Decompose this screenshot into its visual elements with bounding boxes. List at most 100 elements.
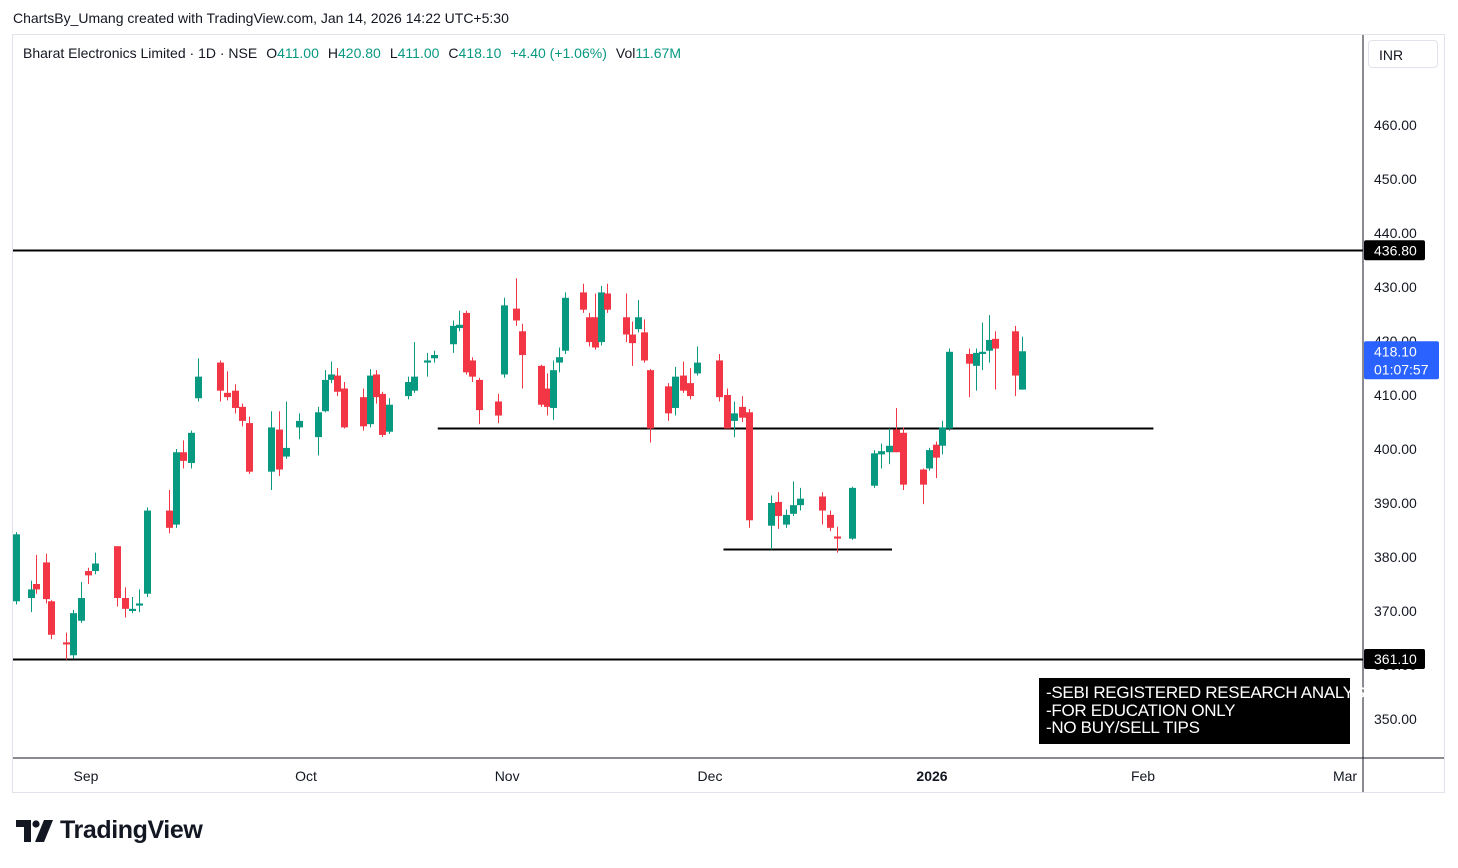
candle [92,552,99,575]
close-value: 418.10 [458,45,502,61]
candle [78,581,85,623]
candle-body [665,386,672,414]
candle [1012,325,1019,397]
x-tick-label: Feb [1131,768,1155,784]
candle-body [966,353,973,364]
candle [431,350,438,363]
currency-button[interactable]: INR [1368,40,1438,68]
candle [173,449,180,528]
high-value: 420.80 [338,45,381,61]
candle-body [501,305,508,375]
candle-body [586,317,593,343]
candle [580,283,587,313]
candle-body [556,357,563,363]
candle-body [431,355,438,359]
candle [724,388,731,429]
candle [129,596,136,614]
open-value: 411.00 [277,45,319,61]
candle [217,360,224,402]
candle-body [986,339,993,351]
candle-body [783,514,790,525]
candle-body [834,536,841,539]
candle-body [926,450,933,469]
candle-body [979,351,986,354]
candle [629,321,636,366]
candle-body [797,498,804,506]
candle [592,293,599,350]
candle [328,361,335,384]
candle [544,373,551,416]
tradingview-logo[interactable]: TradingView [16,816,203,845]
candle [122,587,129,618]
candle [296,413,303,440]
candle [85,567,92,584]
candle-body [680,375,687,391]
candle-body [933,444,940,458]
candle-body [647,370,654,429]
candle [878,443,885,469]
y-tick-label: 450.00 [1374,171,1417,187]
level-price-tag: 361.10 [1364,649,1425,670]
candle [641,319,648,363]
candle-body [580,292,587,310]
candle-body [687,383,694,397]
candle [647,369,654,443]
candle-body [871,453,878,486]
candle [687,368,694,400]
candle-body [790,505,797,514]
candle [334,368,341,397]
volume-label: Vol [615,45,636,61]
candle-body [85,571,92,576]
price-tag-value: 418.10 [1374,343,1417,359]
chart-attribution: ChartsBy_Umang created with TradingView.… [13,10,509,26]
candle [739,396,746,422]
disclaimer-box: -SEBI REGISTERED RESEARCH ANALYST -FOR E… [1039,678,1375,744]
candle [586,312,593,347]
candle [386,398,393,434]
high-label: H [327,45,338,61]
candle [768,495,775,550]
candle-body [43,562,50,600]
candle [373,370,380,404]
candle [694,346,701,376]
y-tick-label: 370.00 [1374,603,1417,619]
candle [246,416,253,474]
candle [871,450,878,488]
candle-body [379,393,386,435]
candle [819,492,826,525]
candle [188,430,195,469]
candle-body [63,642,70,645]
price-tag-bg [1364,341,1439,380]
candle-body [78,598,85,621]
candle-body [166,510,173,528]
x-tick-label: Dec [698,768,723,784]
candle-body [849,487,856,539]
candle [731,401,738,438]
disclaimer-line: -NO BUY/SELL TIPS [1046,718,1200,737]
candle-body [604,293,611,310]
level-tag-bg [1364,240,1425,261]
low-value: 411.00 [397,45,440,61]
candle-body [232,390,239,408]
candle-body [411,376,418,391]
candle-body [195,376,202,399]
candle-body [373,374,380,398]
y-tick-label: 440.00 [1374,225,1417,241]
candle-body [328,374,335,380]
candle [136,589,143,613]
candle [63,632,70,660]
y-tick-label: 390.00 [1374,495,1417,511]
candle [623,293,630,343]
candle [992,331,999,390]
candle [827,510,834,532]
candle-body [1019,351,1026,390]
candle-body [538,365,545,405]
candle-body [550,370,557,408]
x-tick-label: Oct [295,768,317,784]
candle-body [456,324,463,329]
candle [783,509,790,528]
candle-body [13,534,20,602]
candle-body [562,297,569,351]
candle-body [341,388,348,428]
